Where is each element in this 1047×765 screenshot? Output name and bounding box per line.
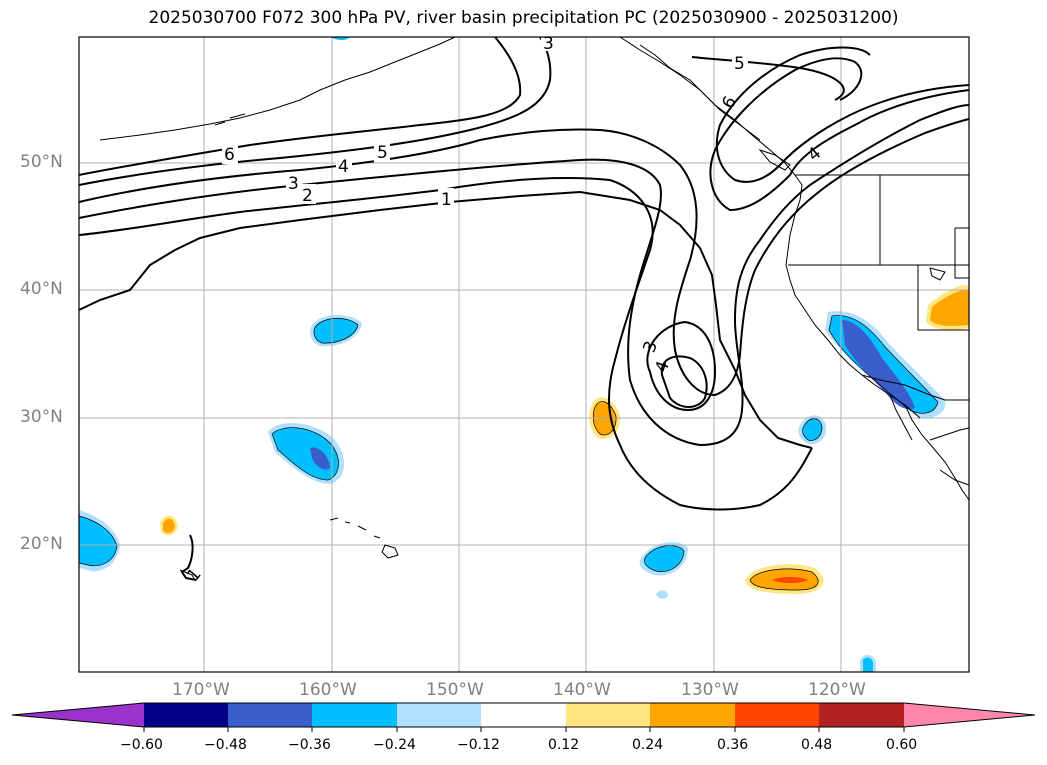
contour-label-5: 5 (377, 143, 388, 163)
lon-label-150w: 150°W (426, 680, 484, 700)
gridlines (79, 37, 969, 672)
colorbar-bin (481, 703, 566, 727)
colorbar-bin (735, 703, 819, 727)
map-background (79, 37, 969, 672)
contour-label-6: 6 (224, 145, 235, 165)
colorbar-bin (566, 703, 650, 727)
colorbar-bin (228, 703, 312, 727)
colorbar-bin (144, 703, 228, 727)
colorbar-bin (312, 703, 397, 727)
colorbar (11, 702, 1036, 732)
lat-label-20n: 20°N (20, 534, 63, 554)
colorbar-tick: 0.12 (548, 737, 580, 753)
lat-label-40n: 40°N (20, 279, 63, 299)
colorbar-extend-low (12, 703, 144, 727)
colorbar-tick: 0.24 (632, 737, 664, 753)
colorbar-tick: 0.60 (886, 737, 918, 753)
lat-label-30n: 30°N (20, 407, 63, 427)
colorbar-tick: 0.48 (801, 737, 833, 753)
colorbar-bin (650, 703, 735, 727)
colorbar-tick: −0.48 (204, 737, 247, 753)
colorbar-tick: −0.12 (457, 737, 500, 753)
precip-outlines (78, 315, 939, 591)
contour-label-1: 1 (441, 190, 452, 210)
colorbar-tick: −0.60 (120, 737, 163, 753)
pv-contours (78, 36, 970, 581)
map-title: 2025030700 F072 300 hPa PV, river basin … (148, 8, 899, 28)
lon-label-170w: 170°W (172, 680, 230, 700)
coastlines (99, 36, 970, 581)
contour-label-3-top: 3 (543, 34, 554, 54)
contour-label-3: 3 (288, 174, 299, 194)
colorbar-tick: −0.24 (373, 737, 416, 753)
contour-label-5-ne: 5 (734, 54, 745, 74)
colorbar-tick: 0.36 (717, 737, 749, 753)
precip-shading (79, 37, 969, 672)
colorbar-bin (397, 703, 481, 727)
colorbar-tick: −0.36 (288, 737, 331, 753)
contour-label-4: 4 (338, 157, 349, 177)
colorbar-extend-high (904, 703, 1035, 727)
lon-label-160w: 160°W (299, 680, 357, 700)
lon-label-130w: 130°W (681, 680, 739, 700)
lon-label-140w: 140°W (553, 680, 611, 700)
colorbar-bin (819, 703, 904, 727)
contour-label-2: 2 (302, 186, 313, 206)
map-frame (78, 36, 970, 673)
lat-label-50n: 50°N (20, 152, 63, 172)
lon-label-120w: 120°W (808, 680, 866, 700)
